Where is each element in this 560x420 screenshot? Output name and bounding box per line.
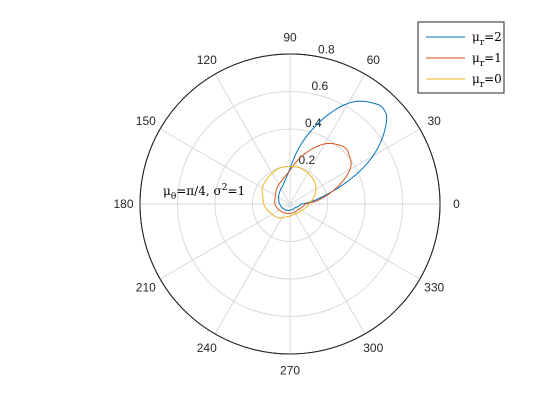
theta-grid-line bbox=[289, 203, 366, 335]
theta-grid-line bbox=[289, 203, 421, 280]
theta-tick-label: 300 bbox=[363, 341, 383, 355]
theta-tick-label: 30 bbox=[428, 114, 442, 128]
r-tick-labels: 0.2 0.4 0.6 0.8 bbox=[299, 42, 336, 167]
theta-grid-line bbox=[159, 128, 291, 205]
theta-tick-labels: 0 30 60 90 120 150 180 210 240 270 300 330 bbox=[113, 31, 460, 378]
theta-tick-label: 120 bbox=[197, 53, 217, 67]
theta-tick-label: 90 bbox=[283, 31, 297, 45]
series-line bbox=[278, 100, 388, 211]
theta-tick-label: 0 bbox=[453, 197, 460, 211]
outer-circle bbox=[139, 53, 441, 355]
polar-grid bbox=[139, 53, 441, 355]
r-tick-label: 0.8 bbox=[318, 42, 335, 56]
theta-tick-label: 270 bbox=[280, 364, 300, 378]
theta-tick-label: 330 bbox=[424, 280, 444, 294]
theta-tick-label: 150 bbox=[136, 114, 156, 128]
theta-tick-label: 240 bbox=[197, 341, 217, 355]
legend-label: μr=2 bbox=[472, 30, 502, 48]
theta-tick-label: 210 bbox=[136, 280, 156, 294]
legend-label: μr=0 bbox=[472, 72, 502, 90]
theta-grid-line bbox=[214, 73, 291, 205]
r-tick-label: 0.6 bbox=[312, 79, 329, 93]
r-tick-label: 0.2 bbox=[299, 153, 316, 167]
series-lines bbox=[261, 100, 388, 219]
legend-label: μr=1 bbox=[472, 51, 502, 69]
series-line bbox=[261, 166, 317, 219]
theta-grid-line bbox=[289, 73, 366, 205]
theta-grid-line bbox=[214, 203, 291, 335]
theta-tick-label: 180 bbox=[113, 197, 133, 211]
series-line bbox=[274, 142, 352, 214]
theta-grid-line bbox=[159, 203, 291, 280]
r-tick-label: 0.4 bbox=[305, 116, 322, 130]
theta-tick-label: 60 bbox=[367, 53, 381, 67]
annotation: μθ=π/4, σ2=1 bbox=[163, 183, 245, 202]
theta-grid-line bbox=[289, 128, 421, 205]
legend: μr=2 μr=1 μr=0 bbox=[417, 21, 505, 94]
